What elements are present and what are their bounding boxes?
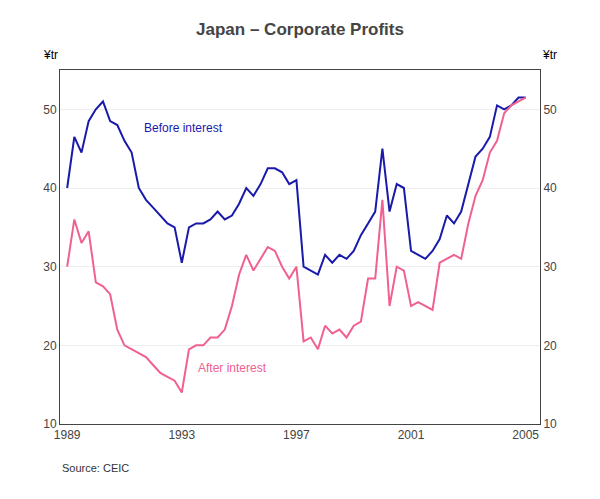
svg-text:Japan – Corporate Profits: Japan – Corporate Profits: [196, 20, 404, 39]
svg-text:Before interest: Before interest: [144, 121, 223, 135]
svg-text:2005: 2005: [512, 428, 539, 442]
svg-text:40: 40: [43, 181, 57, 195]
svg-text:50: 50: [43, 103, 57, 117]
svg-text:10: 10: [543, 417, 557, 431]
svg-text:20: 20: [43, 339, 57, 353]
svg-text:10: 10: [43, 417, 57, 431]
svg-text:1989: 1989: [54, 428, 81, 442]
svg-text:30: 30: [43, 260, 57, 274]
svg-text:After interest: After interest: [198, 361, 267, 375]
svg-text:Source: CEIC: Source: CEIC: [62, 462, 129, 474]
svg-text:30: 30: [543, 260, 557, 274]
svg-text:40: 40: [543, 181, 557, 195]
svg-text:¥tr: ¥tr: [43, 48, 58, 62]
svg-text:1993: 1993: [168, 428, 195, 442]
svg-text:20: 20: [543, 339, 557, 353]
svg-text:50: 50: [543, 103, 557, 117]
svg-text:1997: 1997: [283, 428, 310, 442]
svg-text:¥tr: ¥tr: [542, 48, 557, 62]
svg-text:2001: 2001: [398, 428, 425, 442]
